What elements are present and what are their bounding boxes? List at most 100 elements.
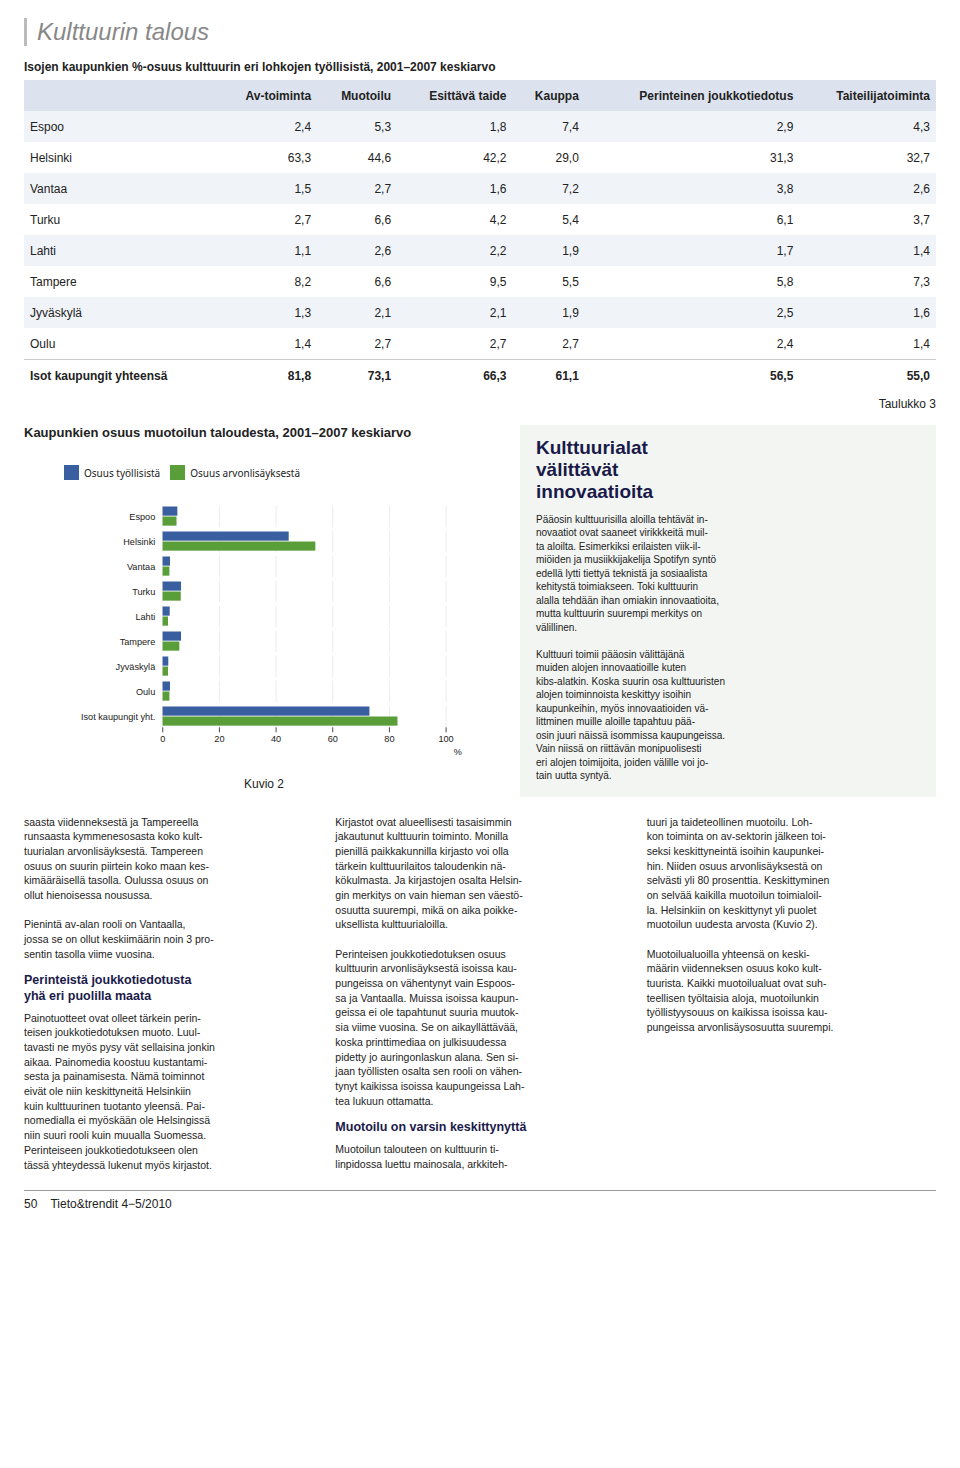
html-text:Kulttuurialat välittävät innov: Kulttuurialat välittävät innovaatioita — [536, 437, 654, 502]
html-text:32,7: 32,7 — [906, 150, 930, 165]
html-text:1,5: 1,5 — [294, 181, 312, 196]
html-text:1,1: 1,1 — [294, 243, 312, 258]
svg-text:40: 40 — [271, 734, 281, 744]
html-text:saasta viidenneksestä ja Tampe: saasta viidenneksestä ja Tampereella run… — [24, 815, 214, 960]
html-text:6,6: 6,6 — [374, 274, 392, 289]
html-text:4,3: 4,3 — [913, 119, 930, 134]
html-text:Osuus työllisistä: Osuus työllisistä — [84, 465, 161, 480]
html-text:2,7: 2,7 — [489, 336, 507, 351]
svg-text:Turku: Turku — [132, 587, 155, 597]
html-text:2,7: 2,7 — [562, 336, 579, 351]
html-text:Oulu: Oulu — [30, 336, 56, 351]
svg-text:80: 80 — [384, 734, 394, 744]
html-text:1,9: 1,9 — [562, 305, 579, 320]
html-text:63,3: 63,3 — [287, 150, 312, 165]
html-text:44,6: 44,6 — [367, 150, 392, 165]
svg-text:Vantaa: Vantaa — [127, 562, 156, 572]
html-text:Av-toiminta: Av-toiminta — [245, 88, 312, 103]
html-text:1,9: 1,9 — [562, 243, 579, 258]
html-text:2,4: 2,4 — [776, 336, 794, 351]
html-text:Painotuotteet ovat olleet tärk: Painotuotteet ovat olleet tärkein perin-… — [24, 1011, 215, 1171]
html-text:73,1: 73,1 — [367, 368, 392, 383]
html-text:Isot kaupungit yhteensä: Isot kaupungit yhteensä — [30, 368, 168, 383]
html-text:1,6: 1,6 — [489, 181, 507, 196]
html-text:5,4: 5,4 — [562, 212, 579, 227]
html-text:1,4: 1,4 — [913, 336, 930, 351]
html-text:Esittävä taide: Esittävä taide — [429, 88, 507, 103]
svg-text:Tampere: Tampere — [120, 637, 156, 647]
html-text:Pääosin kulttuurisilla aloilla: Pääosin kulttuurisilla aloilla tehtävät … — [536, 513, 725, 781]
html-text:Kirjastot ovat alueellisesti t: Kirjastot ovat alueellisesti tasaisimmin… — [335, 815, 525, 1107]
html-text:5,8: 5,8 — [776, 274, 794, 289]
html-text:Jyväskylä: Jyväskylä — [30, 305, 82, 320]
svg-text:Lahti: Lahti — [135, 612, 155, 622]
html-text:Perinteistä joukkotiedotusta y: Perinteistä joukkotiedotusta yhä eri puo… — [24, 973, 192, 1003]
html-text:Kauppa: Kauppa — [534, 88, 579, 103]
html-text:2,9: 2,9 — [776, 119, 794, 134]
svg-text:60: 60 — [328, 734, 338, 744]
html-text:1,8: 1,8 — [489, 119, 507, 134]
html-text:4,2: 4,2 — [489, 212, 507, 227]
svg-text:0: 0 — [160, 734, 165, 744]
html-text:61,1: 61,1 — [555, 368, 579, 383]
html-text:50 Tieto&trendit 4−5/2010: 50 Tieto&trendit 4−5/2010 — [24, 1197, 172, 1212]
svg-text:Jyväskylä: Jyväskylä — [116, 662, 157, 672]
html-text:7,3: 7,3 — [913, 274, 930, 289]
html-text:1,3: 1,3 — [294, 305, 312, 320]
html-text:2,6: 2,6 — [374, 243, 392, 258]
svg-text:Oulu: Oulu — [136, 687, 155, 697]
html-text:3,7: 3,7 — [913, 212, 930, 227]
html-text:81,8: 81,8 — [287, 368, 312, 383]
html-text:7,2: 7,2 — [562, 181, 579, 196]
html-text:6,1: 6,1 — [776, 212, 794, 227]
html-text:Muotoilu: Muotoilu — [341, 88, 392, 103]
html-text:Kaupunkien osuus muotoilun tal: Kaupunkien osuus muotoilun taloudesta, 2… — [24, 425, 412, 440]
html-text:Tampere: Tampere — [30, 274, 77, 289]
svg-text:Isot kaupungit yht.: Isot kaupungit yht. — [81, 712, 155, 722]
html-text:Taiteilijatoiminta: Taiteilijatoiminta — [836, 88, 930, 103]
html-text:1,6: 1,6 — [913, 305, 930, 320]
html-text:Muotoilu on varsin keskittynyt: Muotoilu on varsin keskittynyttä — [335, 1120, 527, 1135]
html-text:2,2: 2,2 — [489, 243, 507, 258]
html-text:Osuus arvonlisäyksestä: Osuus arvonlisäyksestä — [190, 465, 301, 480]
html-text:55,0: 55,0 — [906, 368, 930, 383]
html-text:3,8: 3,8 — [776, 181, 794, 196]
html-text:Espoo: Espoo — [30, 119, 64, 134]
svg-text:Espoo: Espoo — [129, 512, 155, 522]
html-text:tuuri ja taideteollinen muotoi: tuuri ja taideteollinen muotoilu. Loh- k… — [646, 815, 834, 1034]
html-text:1,7: 1,7 — [776, 243, 794, 258]
html-text:Helsinki: Helsinki — [30, 150, 72, 165]
html-text:2,7: 2,7 — [294, 212, 312, 227]
html-text:2,5: 2,5 — [776, 305, 794, 320]
html-text:Vantaa: Vantaa — [30, 181, 68, 196]
html-text:9,5: 9,5 — [489, 274, 507, 289]
html-text:2,7: 2,7 — [374, 336, 392, 351]
html-text:5,5: 5,5 — [562, 274, 579, 289]
html-text:5,3: 5,3 — [374, 119, 392, 134]
html-text:7,4: 7,4 — [562, 119, 579, 134]
html-text:Lahti: Lahti — [30, 243, 56, 258]
svg-text:Helsinki: Helsinki — [123, 537, 155, 547]
html-text:2,7: 2,7 — [374, 181, 392, 196]
html-text:Kuvio 2: Kuvio 2 — [244, 776, 284, 791]
svg-text:100: 100 — [438, 734, 453, 744]
html-text:2,1: 2,1 — [489, 305, 507, 320]
html-text:2,6: 2,6 — [913, 181, 930, 196]
html-text:31,3: 31,3 — [770, 150, 794, 165]
html-text:Turku: Turku — [30, 212, 61, 227]
svg-text:20: 20 — [214, 734, 224, 744]
html-text:1,4: 1,4 — [294, 336, 312, 351]
html-text:Perinteinen joukkotiedotus: Perinteinen joukkotiedotus — [639, 88, 794, 103]
html-text:56,5: 56,5 — [770, 368, 794, 383]
svg-text:%: % — [454, 747, 462, 757]
html-text:1,4: 1,4 — [913, 243, 930, 258]
html-text:6,6: 6,6 — [374, 212, 392, 227]
html-text:66,3: 66,3 — [483, 368, 507, 383]
html-text:42,2: 42,2 — [483, 150, 507, 165]
html-text:29,0: 29,0 — [555, 150, 579, 165]
html-text:2,1: 2,1 — [374, 305, 392, 320]
html-text:Muotoilun talouteen on kulttuu: Muotoilun talouteen on kulttuurin ti- li… — [335, 1142, 508, 1170]
html-text:2,4: 2,4 — [294, 119, 312, 134]
html-text:Kulttuurin talous: Kulttuurin talous — [37, 18, 210, 45]
html-text:8,2: 8,2 — [294, 274, 312, 289]
